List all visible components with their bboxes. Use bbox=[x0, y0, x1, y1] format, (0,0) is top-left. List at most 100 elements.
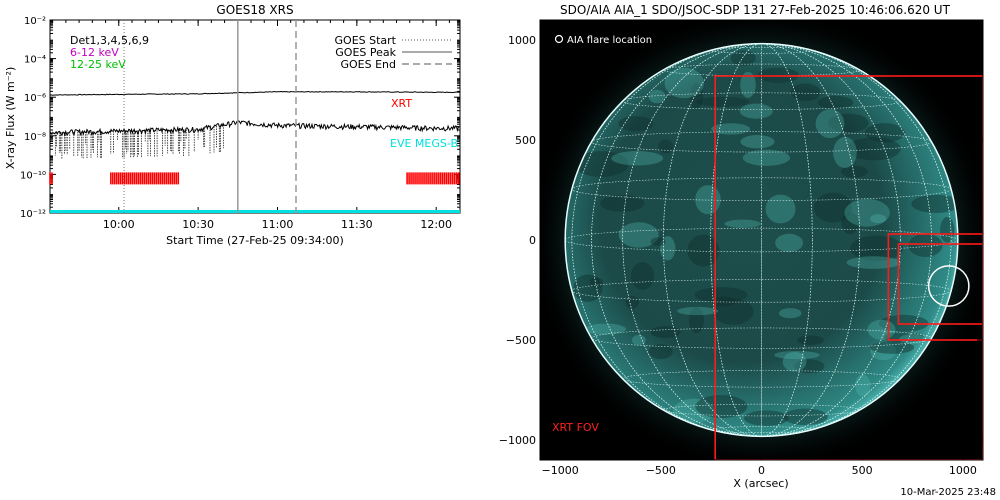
bright-region bbox=[870, 214, 887, 224]
goes-short-channel-line bbox=[49, 120, 460, 137]
aia-x-ticks: −1000 −500 0 500 1000 bbox=[542, 20, 977, 477]
longitude-line bbox=[571, 43, 952, 437]
latitude-line bbox=[571, 279, 952, 303]
dark-region bbox=[712, 298, 754, 325]
dark-region bbox=[711, 296, 737, 307]
dark-region bbox=[940, 216, 955, 243]
dark-region bbox=[870, 341, 915, 354]
bright-region bbox=[618, 222, 659, 248]
goes-legend-left: Det1,3,4,5,6,9 6-12 keV 12-25 keV bbox=[70, 34, 149, 71]
bright-region bbox=[711, 123, 751, 135]
latitude-line bbox=[564, 227, 959, 253]
bright-region bbox=[774, 350, 820, 360]
dark-region bbox=[850, 235, 904, 262]
bright-region bbox=[899, 334, 925, 344]
bright-region bbox=[855, 374, 871, 397]
dark-region bbox=[650, 325, 681, 339]
sun-texture bbox=[573, 50, 958, 426]
bright-region bbox=[867, 319, 896, 340]
dark-region bbox=[794, 359, 825, 374]
bright-region bbox=[833, 136, 857, 169]
bright-region bbox=[775, 233, 804, 253]
goes-y-axis-label: X-ray Flux (W m⁻²) bbox=[4, 67, 17, 169]
dark-region bbox=[589, 277, 604, 288]
x-tick-label: 11:30 bbox=[341, 218, 373, 231]
y-tick-label: 10⁻⁶ bbox=[24, 93, 46, 104]
aia-x-tick-label: −500 bbox=[646, 464, 676, 477]
dark-region bbox=[630, 262, 655, 290]
latitude-line bbox=[622, 92, 901, 110]
legend-6-12-kev: 6-12 keV bbox=[70, 46, 119, 59]
dark-region bbox=[840, 165, 868, 178]
bright-region bbox=[815, 109, 845, 139]
bright-region bbox=[765, 194, 796, 224]
dark-region bbox=[694, 287, 748, 303]
dark-region bbox=[648, 344, 673, 360]
longitude-line bbox=[564, 43, 959, 437]
latitude-line bbox=[571, 177, 952, 201]
xrt-fov-boxes bbox=[714, 75, 983, 460]
bright-region bbox=[724, 219, 761, 228]
bright-region bbox=[778, 308, 802, 319]
aia-y-tick-label: 0 bbox=[529, 234, 536, 247]
xrt-fov-box-3 bbox=[897, 243, 983, 325]
corona-glow bbox=[540, 20, 983, 460]
aia-x-tick-label: 0 bbox=[758, 464, 765, 477]
goes-xrt-bars bbox=[49, 172, 460, 185]
goes-marker-lines bbox=[123, 20, 297, 213]
legend-det: Det1,3,4,5,6,9 bbox=[70, 34, 149, 47]
dark-region bbox=[847, 137, 901, 161]
latitude-line bbox=[710, 426, 813, 433]
goes-chart-title: GOES18 XRS bbox=[216, 3, 293, 17]
dark-region bbox=[818, 95, 854, 110]
longitude-line bbox=[622, 43, 901, 437]
dark-region bbox=[864, 123, 905, 143]
dark-region bbox=[744, 410, 789, 426]
goes-legend-right: GOES Start GOES Peak GOES End bbox=[335, 34, 452, 71]
bright-region bbox=[846, 256, 901, 269]
goes-short-channel-noise bbox=[49, 124, 224, 160]
aia-frame bbox=[539, 19, 984, 461]
aia-y-tick-label: 1000 bbox=[508, 34, 536, 47]
dark-region bbox=[687, 234, 720, 267]
legend-goes-peak: GOES Peak bbox=[335, 46, 396, 59]
bright-region bbox=[611, 151, 664, 166]
y-tick-label: 10⁻¹⁰ bbox=[20, 170, 46, 181]
bright-region bbox=[740, 71, 756, 98]
xrt-fov-label: XRT FOV bbox=[552, 421, 599, 434]
goes-xrs-chart: GOES18 XRS X-ray Flux (W m⁻²) Start Time… bbox=[4, 3, 461, 247]
bright-region bbox=[739, 103, 773, 119]
aia-x-axis-label: X (arcsec) bbox=[733, 477, 788, 490]
dark-region bbox=[796, 335, 824, 346]
flare-location-circle bbox=[927, 265, 970, 307]
legend-goes-start: GOES Start bbox=[335, 34, 397, 47]
xrt-fov-box-2 bbox=[887, 233, 983, 341]
bright-region bbox=[672, 398, 715, 424]
longitude-line bbox=[663, 43, 860, 437]
aia-y-tick-label: −500 bbox=[506, 334, 536, 347]
bright-region bbox=[870, 341, 897, 361]
dark-region bbox=[757, 67, 800, 83]
longitude-line bbox=[710, 43, 813, 437]
eve-label: EVE MEGS-B bbox=[390, 137, 458, 150]
dark-region bbox=[573, 274, 603, 302]
aia-image bbox=[540, 20, 983, 460]
longitude-line bbox=[622, 43, 901, 437]
latitude-line bbox=[710, 47, 813, 54]
latitude-line bbox=[663, 63, 860, 77]
bright-region bbox=[782, 351, 807, 372]
dark-region bbox=[600, 194, 645, 212]
dark-region bbox=[790, 83, 821, 102]
y-tick-label: 10⁻² bbox=[24, 16, 46, 27]
longitude-line bbox=[710, 43, 813, 437]
aia-y-ticks: −1000 −500 0 500 1000 bbox=[499, 34, 983, 447]
goes-long-channel-line bbox=[49, 90, 460, 96]
dark-region bbox=[813, 192, 853, 223]
aia-y-tick-label: 500 bbox=[515, 134, 536, 147]
aia-title: SDO/AIA AIA_1 SDO/JSOC-SDP 131 27-Feb-20… bbox=[560, 3, 951, 17]
dark-region bbox=[730, 50, 756, 66]
latitude-line bbox=[591, 327, 932, 349]
legend-goes-end: GOES End bbox=[340, 58, 396, 71]
dark-region bbox=[878, 314, 929, 332]
dark-region bbox=[908, 233, 943, 258]
